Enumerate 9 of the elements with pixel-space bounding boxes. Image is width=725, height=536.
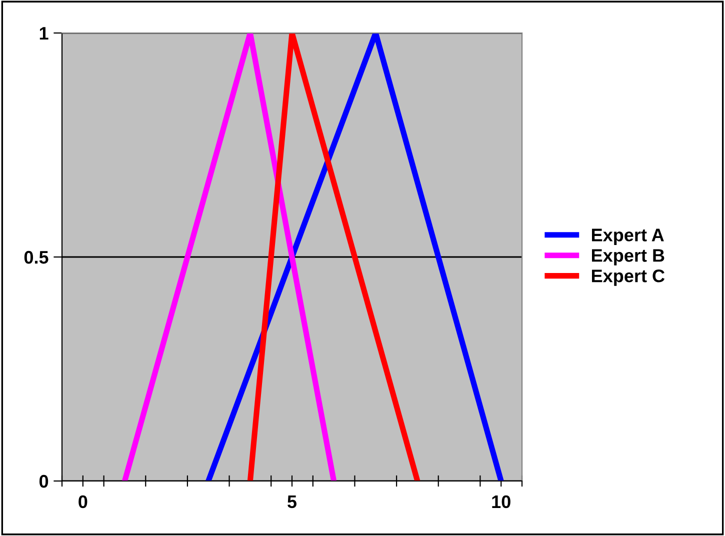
x-tick-label: 0	[78, 495, 88, 508]
legend-label: Expert C	[592, 270, 665, 286]
y-tick-label: 1	[40, 27, 48, 40]
y-tick-label: 0	[39, 474, 48, 488]
x-tick-label: 10	[492, 495, 510, 508]
legend-label: Expert B	[592, 249, 664, 266]
y-tick-label: 0.5	[24, 250, 48, 264]
x-tick-label: 5	[288, 496, 297, 508]
legend-label: Expert A	[592, 228, 664, 245]
